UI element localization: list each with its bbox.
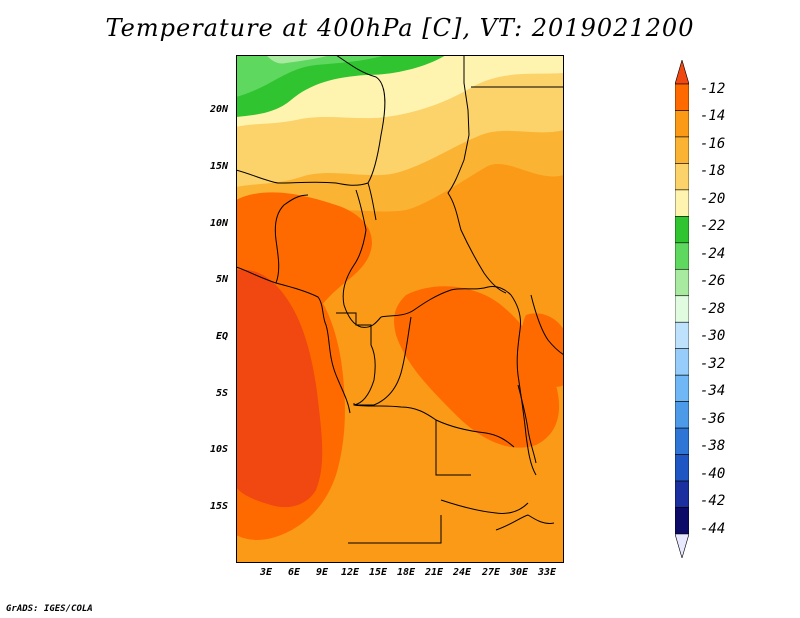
border-nigeria-cameroon bbox=[274, 189, 382, 328]
colorbar-label-minus34: -34 bbox=[700, 383, 726, 399]
field-band-minus14-central bbox=[394, 286, 560, 448]
field-band-minus28 bbox=[266, 55, 331, 64]
lat-label-10s: 10S bbox=[209, 444, 228, 455]
border-east-africa bbox=[530, 294, 564, 356]
colorbar-label-minus14: -14 bbox=[700, 108, 726, 124]
colorbar-swatch-13 bbox=[674, 401, 690, 429]
colorbar-label-minus28: -28 bbox=[700, 301, 726, 317]
colorbar-swatch-5 bbox=[674, 189, 690, 217]
colorbar-swatch-11 bbox=[674, 348, 690, 376]
colorbar-swatch-17 bbox=[674, 507, 690, 535]
colorbar-label-minus32: -32 bbox=[700, 356, 726, 372]
colorbar-swatch-2 bbox=[674, 110, 690, 138]
colorbar-swatch-10 bbox=[674, 321, 690, 350]
colorbar-swatch-15 bbox=[674, 454, 690, 482]
colorbar-swatch-18 bbox=[674, 533, 690, 560]
temperature-map bbox=[236, 55, 564, 563]
lon-label-15e: 15E bbox=[368, 567, 388, 578]
colorbar-swatch-12 bbox=[674, 374, 690, 402]
coastline-west bbox=[236, 266, 351, 414]
colorbar-swatch-7 bbox=[674, 242, 690, 270]
colorbar-label-minus18: -18 bbox=[700, 163, 726, 179]
colorbar-swatch-8 bbox=[674, 268, 690, 297]
border-drc-east bbox=[510, 294, 537, 476]
colorbar-swatch-9 bbox=[674, 295, 690, 323]
lat-label-15s: 15S bbox=[209, 501, 228, 512]
border-north-2 bbox=[463, 55, 470, 136]
chart-title: Temperature at 400hPa [C], VT: 201902120… bbox=[105, 14, 695, 42]
colorbar-label-minus44: -44 bbox=[700, 521, 726, 537]
colorbar-label-minus40: -40 bbox=[700, 466, 726, 482]
colorbar-swatch-14 bbox=[674, 427, 690, 455]
lat-label-5s: 5S bbox=[215, 388, 228, 399]
colorbar-swatch-6 bbox=[674, 216, 690, 244]
field-band-minus12 bbox=[236, 269, 323, 508]
border-car bbox=[380, 286, 512, 318]
lon-label-3e: 3E bbox=[259, 567, 273, 578]
border-congo bbox=[336, 312, 376, 406]
border-north-1 bbox=[335, 55, 386, 184]
colorbar bbox=[674, 58, 690, 560]
border-angola-zambia bbox=[435, 419, 515, 448]
colorbar-swatch-16 bbox=[674, 480, 690, 508]
colorbar-label-minus36: -36 bbox=[700, 411, 726, 427]
colorbar-label-minus24: -24 bbox=[700, 246, 726, 262]
colorbar-label-minus26: -26 bbox=[700, 273, 726, 289]
border-drc-west bbox=[353, 316, 412, 406]
lon-label-6e: 6E bbox=[287, 567, 301, 578]
border-zambia-south bbox=[440, 499, 529, 514]
field-band-minus26 bbox=[236, 55, 386, 97]
lon-label-33e: 33E bbox=[537, 567, 557, 578]
colorbar-swatch-1 bbox=[674, 83, 690, 111]
map-frame bbox=[236, 55, 564, 563]
lon-label-12e: 12E bbox=[340, 567, 360, 578]
lon-label-18e: 18E bbox=[396, 567, 416, 578]
border-angola-namibia bbox=[348, 515, 442, 544]
colorbar-swatch-3 bbox=[674, 136, 690, 164]
colorbar-swatch-0 bbox=[674, 58, 690, 85]
field-band-minus14-lakes bbox=[521, 313, 564, 387]
colorbar-swatch-4 bbox=[674, 163, 690, 191]
lon-label-30e: 30E bbox=[509, 567, 529, 578]
lon-label-24e: 24E bbox=[452, 567, 472, 578]
border-lake-tanganyika bbox=[517, 384, 537, 464]
border-southeast bbox=[495, 514, 555, 531]
border-west-sahel bbox=[236, 169, 377, 221]
colorbar-label-minus22: -22 bbox=[700, 218, 726, 234]
lat-label-5n: 5N bbox=[215, 274, 228, 285]
lon-label-21e: 21E bbox=[424, 567, 444, 578]
lat-label-10n: 10N bbox=[209, 218, 228, 229]
grads-credit: GrADS: IGES/COLA bbox=[6, 604, 93, 614]
colorbar-label-minus20: -20 bbox=[700, 191, 726, 207]
lon-label-27e: 27E bbox=[481, 567, 501, 578]
lon-label-9e: 9E bbox=[315, 567, 329, 578]
colorbar-label-minus16: -16 bbox=[700, 136, 726, 152]
lat-label-15n: 15N bbox=[209, 161, 228, 172]
border-angola-drc bbox=[353, 404, 471, 476]
colorbar-label-minus12: -12 bbox=[700, 81, 726, 97]
colorbar-label-minus42: -42 bbox=[700, 493, 726, 509]
border-chad-sudan bbox=[447, 134, 507, 294]
lat-label-20n: 20N bbox=[209, 104, 228, 115]
lat-label-eq: EQ bbox=[215, 331, 228, 342]
colorbar-label-minus30: -30 bbox=[700, 328, 726, 344]
colorbar-label-minus38: -38 bbox=[700, 438, 726, 454]
